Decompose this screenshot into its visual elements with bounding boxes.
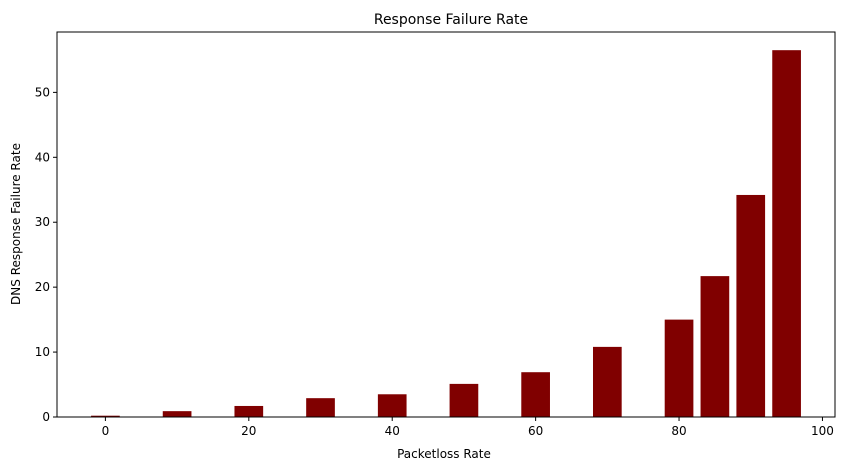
bar-70 xyxy=(592,346,622,417)
y-tick-label: 40 xyxy=(35,150,50,164)
y-tick-label: 50 xyxy=(35,85,50,99)
bar-0 xyxy=(91,415,120,417)
x-tick-label: 60 xyxy=(528,424,543,438)
bar-90 xyxy=(736,194,766,417)
y-tick-label: 10 xyxy=(35,345,50,359)
y-tick-label: 0 xyxy=(42,410,50,424)
x-tick-label: 80 xyxy=(671,424,686,438)
x-axis-label: Packetloss Rate xyxy=(397,447,491,461)
bar-10 xyxy=(162,411,192,417)
bar-20 xyxy=(234,405,264,417)
y-axis-label: DNS Response Failure Rate xyxy=(9,143,23,305)
y-tick-label: 20 xyxy=(35,280,50,294)
y-axis: 0 10 20 30 40 50 xyxy=(35,85,57,424)
plot-frame xyxy=(56,31,836,418)
bar-95 xyxy=(772,50,801,418)
bar-60 xyxy=(521,372,550,417)
x-tick-label: 100 xyxy=(811,424,834,438)
x-tick-label: 40 xyxy=(385,424,400,438)
chart-title: Response Failure Rate xyxy=(374,12,528,28)
x-tick-label: 0 xyxy=(102,424,110,438)
bar-40 xyxy=(377,394,407,417)
bar-85 xyxy=(700,276,730,417)
bar-30 xyxy=(306,398,335,417)
bar-80 xyxy=(664,319,694,417)
x-axis: 0 20 40 60 80 100 xyxy=(102,417,834,438)
y-tick-label: 30 xyxy=(35,215,50,229)
x-tick-label: 20 xyxy=(241,424,256,438)
bars-group xyxy=(91,50,801,418)
bar-50 xyxy=(449,383,479,417)
